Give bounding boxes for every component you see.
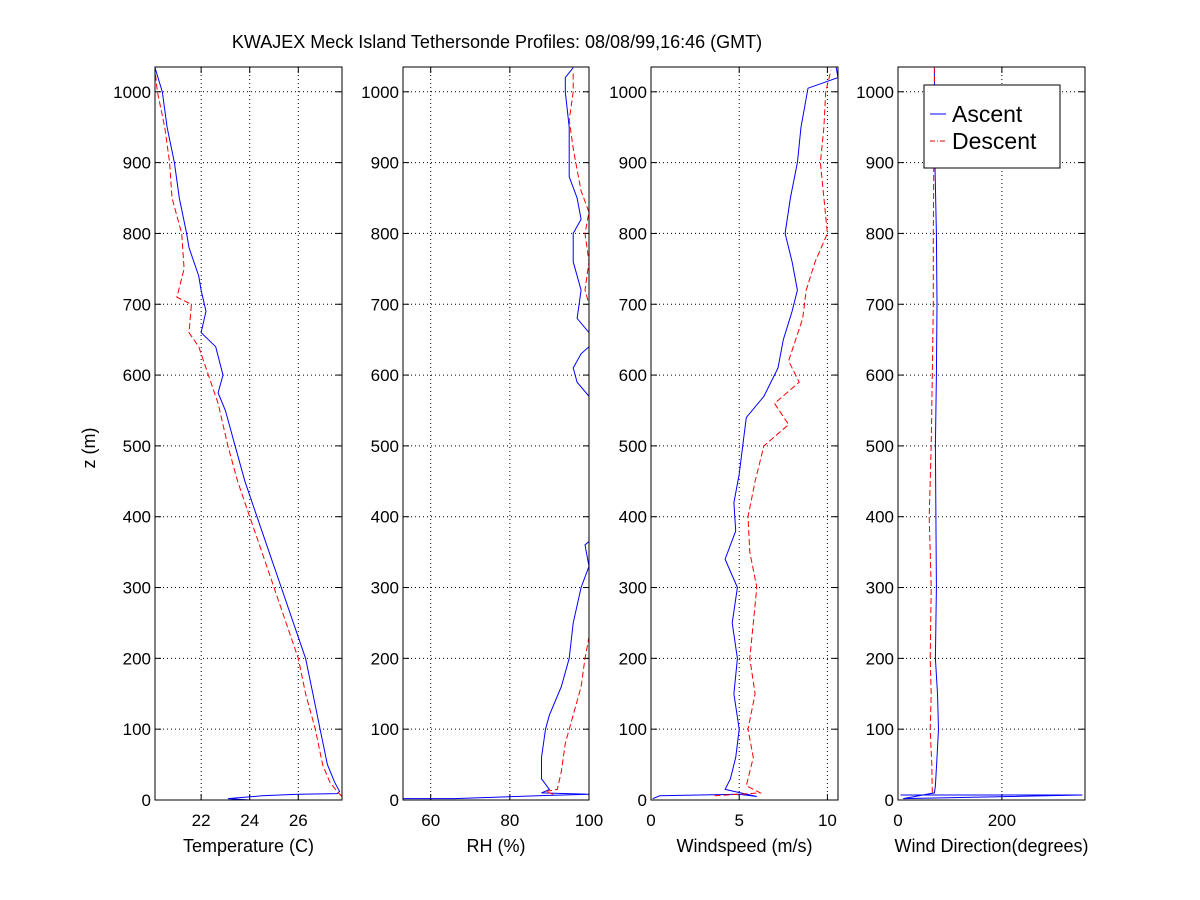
series-ascent-line [403, 67, 589, 800]
legend-descent-label: Descent [952, 128, 1037, 154]
y-tick-label: 400 [123, 508, 151, 527]
y-tick-label: 400 [866, 508, 894, 527]
y-tick-label: 600 [619, 366, 647, 385]
legend: Ascent Descent [923, 84, 1061, 169]
x-tick-label: 22 [192, 811, 211, 830]
x-tick-label: 60 [421, 811, 440, 830]
y-tick-label: 100 [866, 720, 894, 739]
series-descent-line [155, 70, 342, 797]
y-tick-label: 600 [371, 366, 399, 385]
axes-frame [897, 66, 1086, 801]
y-tick-label: 300 [866, 579, 894, 598]
y-tick-label: 100 [123, 720, 151, 739]
x-axis-label: RH (%) [467, 836, 526, 856]
x-tick-label: 26 [289, 811, 308, 830]
y-tick-label: 0 [638, 791, 647, 810]
x-tick-label: 100 [575, 811, 603, 830]
panel-4: 0 100 200 300 400 500 600 700 800 900 1000 0 200 Wind… [856, 66, 1089, 856]
y-tick-label: 400 [371, 508, 399, 527]
x-axis-label: Wind Direction(degrees) [894, 836, 1088, 856]
y-tick-label: 500 [619, 437, 647, 456]
y-tick-label: 400 [619, 508, 647, 527]
y-tick-label: 300 [371, 579, 399, 598]
y-tick-label: 900 [123, 154, 151, 173]
y-tick-label: 1000 [361, 83, 399, 102]
axes-frame [402, 66, 590, 801]
y-tick-label: 800 [619, 224, 647, 243]
y-tick-label: 0 [142, 791, 151, 810]
legend-ascent-label: Ascent [952, 101, 1023, 127]
series-descent-line [928, 67, 935, 793]
y-tick-label: 700 [619, 295, 647, 314]
x-tick-label: 24 [240, 811, 259, 830]
x-tick-label: 200 [988, 811, 1016, 830]
y-tick-label: 600 [123, 366, 151, 385]
axes-frame [154, 66, 343, 801]
x-axis-label: Temperature (C) [183, 836, 314, 856]
series-ascent-line [652, 67, 838, 800]
y-tick-label: 800 [371, 224, 399, 243]
x-axis-label: Windspeed (m/s) [676, 836, 812, 856]
y-tick-label: 500 [371, 437, 399, 456]
panel-2: 0 100 200 300 400 500 600 700 800 900 1000 60 80 100 R… [361, 66, 603, 856]
axes-frame [650, 66, 839, 801]
y-tick-label: 200 [619, 649, 647, 668]
y-tick-label: 0 [885, 791, 894, 810]
series-descent-line [714, 70, 832, 797]
y-tick-label: 700 [123, 295, 151, 314]
series-ascent-line [155, 67, 341, 800]
y-tick-label: 600 [866, 366, 894, 385]
y-tick-label: 200 [123, 649, 151, 668]
y-tick-label: 1000 [609, 83, 647, 102]
y-tick-label: 800 [866, 224, 894, 243]
series-descent-line [543, 70, 589, 795]
y-tick-label: 100 [371, 720, 399, 739]
y-axis-label: z (m) [79, 428, 99, 469]
x-tick-label: 0 [893, 811, 902, 830]
y-tick-label: 0 [390, 791, 399, 810]
y-tick-label: 300 [123, 579, 151, 598]
series-ascent-line [900, 67, 1083, 800]
y-tick-label: 900 [371, 154, 399, 173]
panel-3: 0 100 200 300 400 500 600 700 800 900 1000 0 5 10 Wind… [609, 66, 839, 856]
legend-box [923, 84, 1061, 169]
y-tick-label: 200 [371, 649, 399, 668]
y-tick-label: 100 [619, 720, 647, 739]
x-tick-label: 0 [646, 811, 655, 830]
y-tick-label: 800 [123, 224, 151, 243]
x-tick-label: 5 [734, 811, 743, 830]
panel-1: 0 100 200 300 400 500 600 700 800 900 1000 22 24 26 Te… [113, 66, 343, 856]
y-tick-label: 500 [866, 437, 894, 456]
y-tick-label: 500 [123, 437, 151, 456]
y-tick-label: 1000 [856, 83, 894, 102]
y-tick-label: 200 [866, 649, 894, 668]
chart-title: KWAJEX Meck Island Tethersonde Profiles:… [232, 32, 762, 52]
y-tick-label: 300 [619, 579, 647, 598]
y-tick-label: 700 [371, 295, 399, 314]
x-tick-label: 80 [500, 811, 519, 830]
y-tick-label: 700 [866, 295, 894, 314]
y-tick-label: 900 [866, 154, 894, 173]
x-tick-label: 10 [818, 811, 837, 830]
y-tick-label: 1000 [113, 83, 151, 102]
y-tick-label: 900 [619, 154, 647, 173]
